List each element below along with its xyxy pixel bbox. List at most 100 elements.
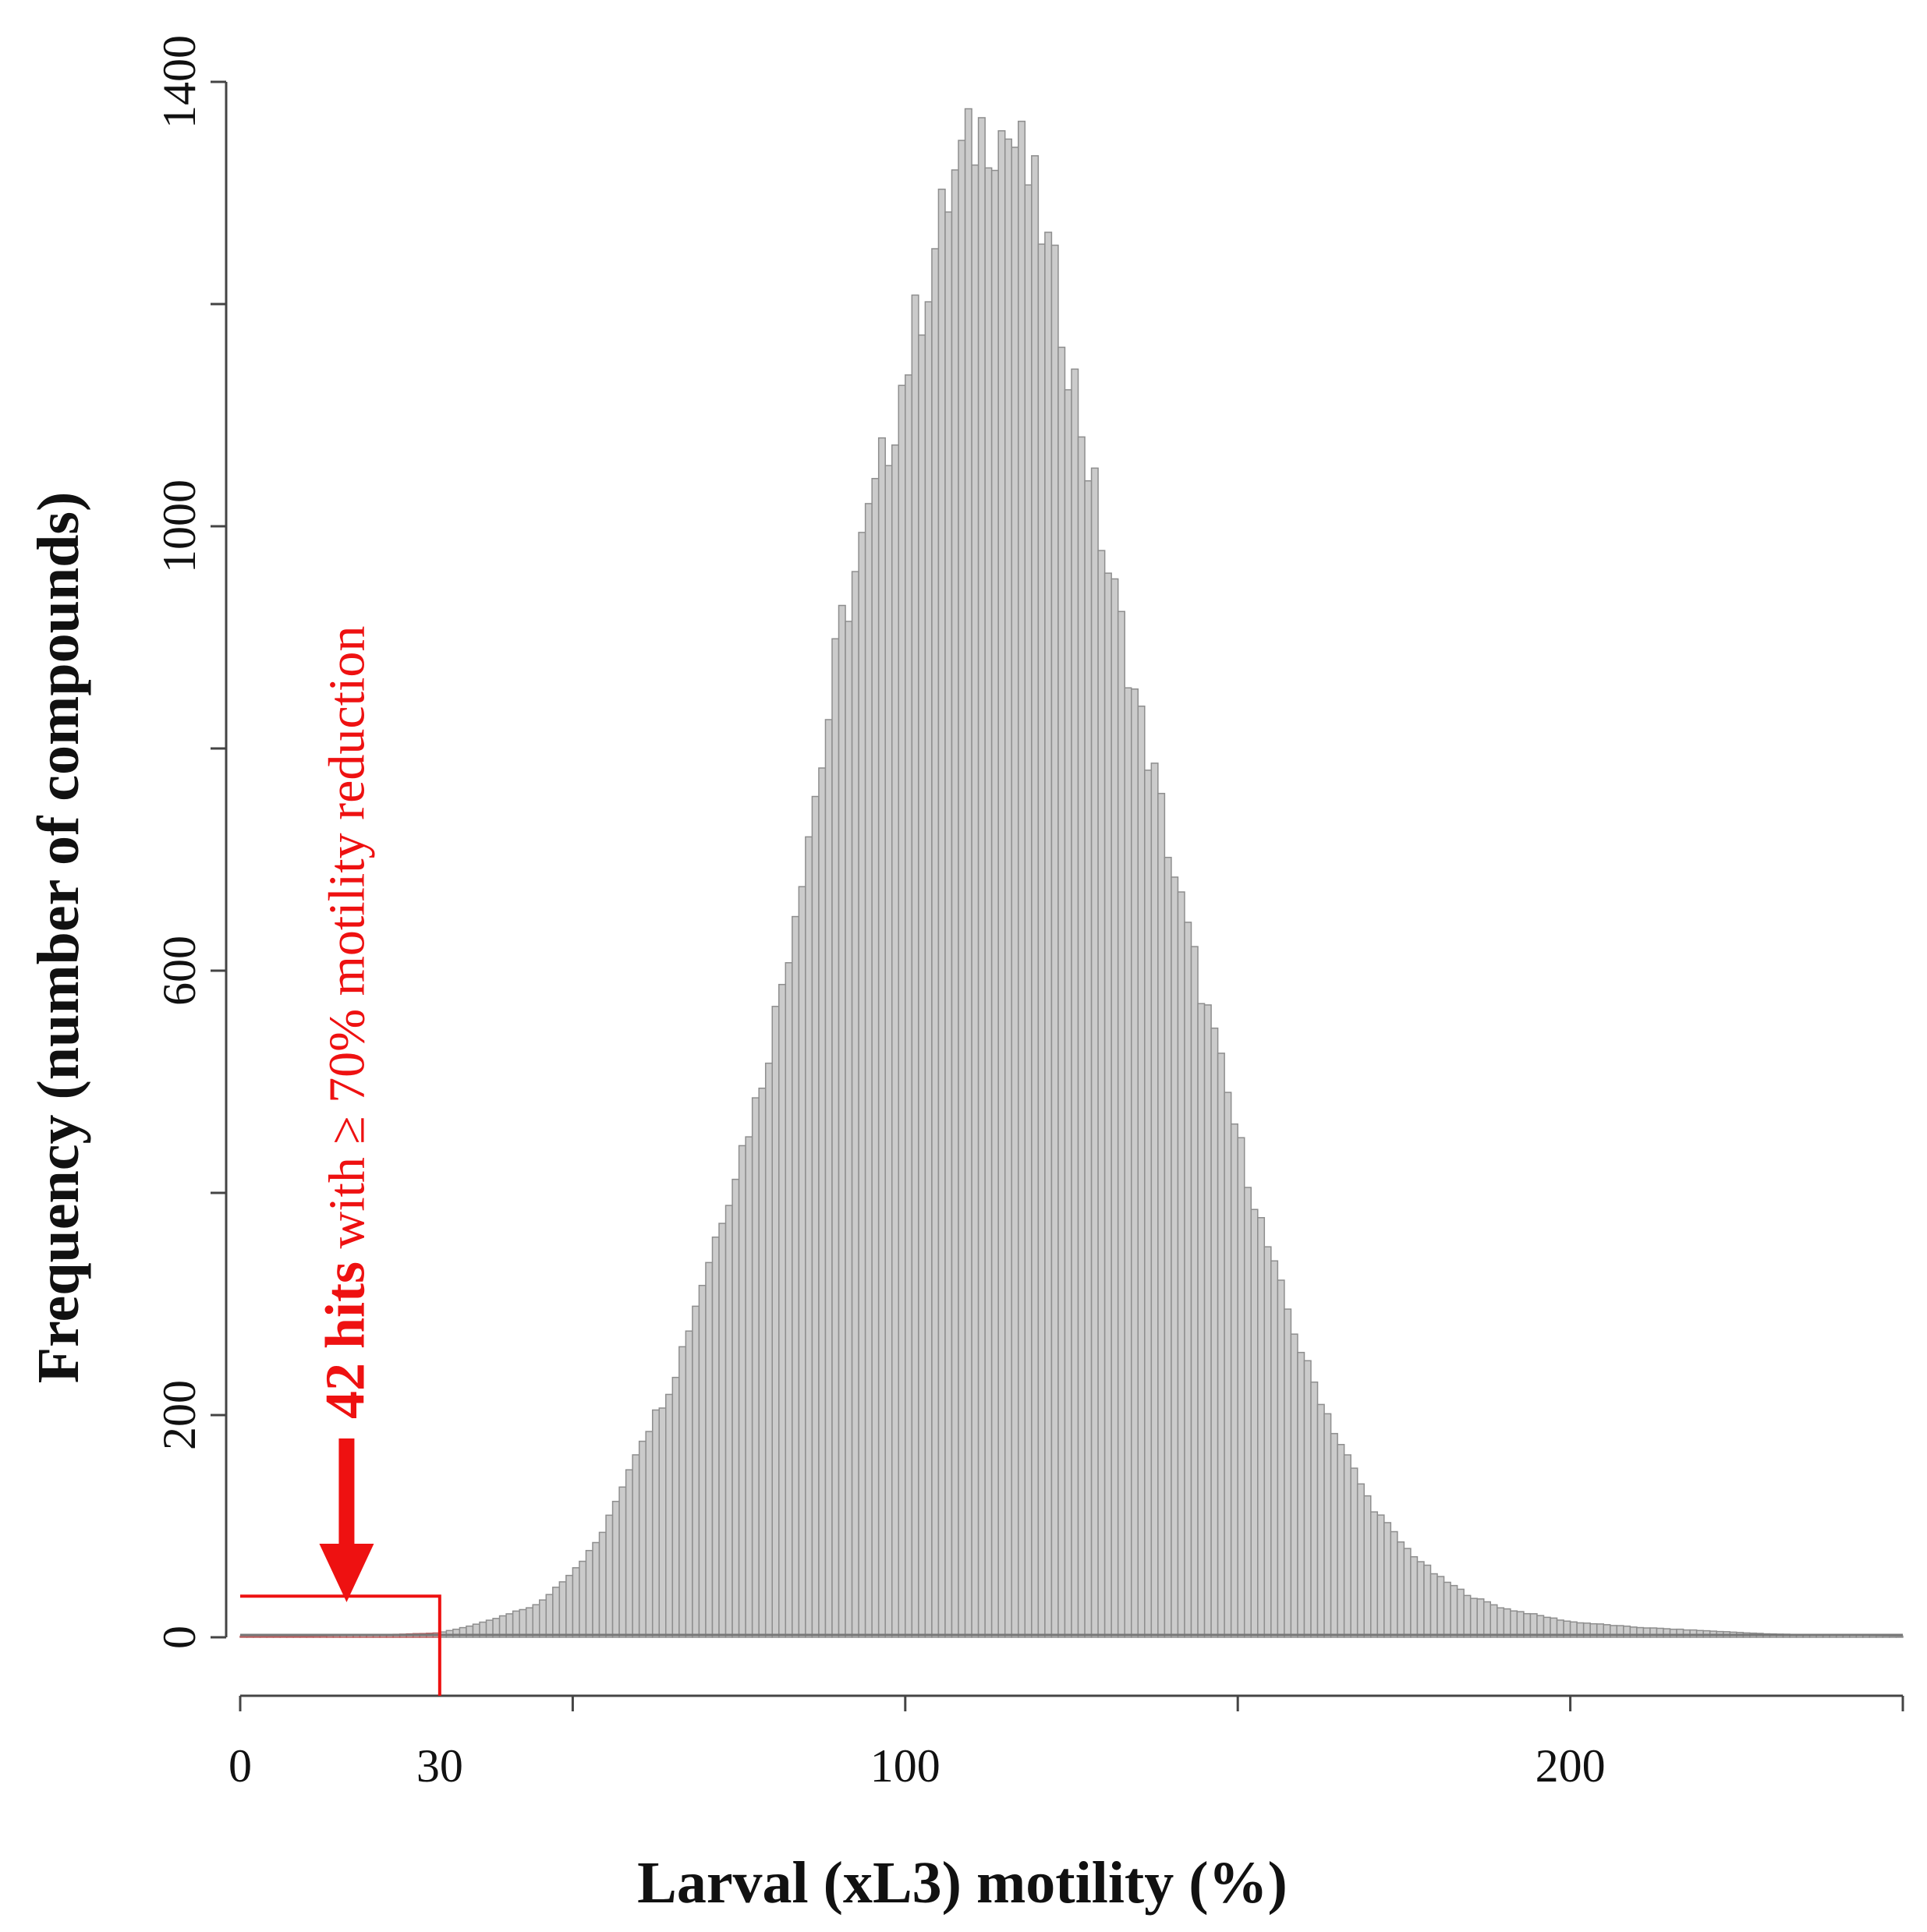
histogram-bin-bar	[1363, 1495, 1372, 1638]
histogram-bin-bar	[678, 1346, 687, 1638]
histogram-bin-bar	[579, 1560, 587, 1638]
histogram-bin-bar	[611, 1500, 620, 1638]
histogram-bin-bar	[1682, 1629, 1691, 1638]
histogram-bin-bar	[778, 983, 787, 1638]
hits-count: 42 hits	[313, 1261, 376, 1419]
histogram-bin-bar	[824, 719, 833, 1638]
histogram-bin-bar	[718, 1223, 727, 1638]
histogram-bin-bar	[1316, 1403, 1325, 1638]
histogram-bin-bar	[1482, 1601, 1492, 1638]
histogram-bin-bar	[1343, 1454, 1351, 1638]
histogram-bin-bar	[891, 444, 900, 1638]
histogram-bin-bar	[1443, 1581, 1451, 1638]
histogram-bin-bar	[592, 1541, 600, 1638]
histogram-bin-bar	[545, 1594, 554, 1638]
x-ticks: 0 30 100 200	[228, 1696, 1904, 1792]
histogram-bin-bar	[1397, 1541, 1405, 1638]
histogram-bin-bar	[1124, 687, 1132, 1638]
y-tick-label: 200	[154, 1380, 205, 1450]
histogram-bin-bar	[1277, 1279, 1285, 1638]
histogram-bin-bar	[1210, 1027, 1219, 1638]
histogram-bin-bar	[658, 1407, 667, 1638]
histogram-bin-bar	[838, 604, 846, 1638]
histogram-bin-bar	[798, 886, 806, 1638]
histogram-bin-bar	[1064, 389, 1072, 1638]
histogram-bin-bar	[858, 532, 866, 1638]
histogram-bin-bar	[1257, 1217, 1266, 1638]
histogram-bin-bar	[1171, 876, 1179, 1638]
histogram-bin-bar	[1383, 1522, 1392, 1638]
hits-description: with ≥ 70% motility reduction	[318, 626, 375, 1261]
histogram-bin-bar	[958, 140, 966, 1638]
histogram-bin-bar	[1523, 1612, 1532, 1638]
histogram-bin-bar	[1137, 705, 1146, 1638]
histogram-bin-bar	[1018, 120, 1026, 1638]
histogram-bin-bar	[705, 1261, 714, 1638]
histogram-bin-bar	[771, 1006, 780, 1638]
histogram-bin-bar	[572, 1567, 580, 1638]
histogram-bin-bar	[1490, 1604, 1498, 1638]
histogram-bin-bar	[1184, 922, 1192, 1638]
histogram-bin-bar	[1503, 1608, 1511, 1638]
histogram-bin-bar	[1337, 1443, 1345, 1638]
histogram-bin-bar	[964, 108, 972, 1638]
histogram-bin-bar	[1469, 1598, 1478, 1638]
histogram-bin-bar	[1237, 1137, 1245, 1638]
histogram-bin-bar	[552, 1587, 561, 1638]
histogram-bin-bar	[997, 130, 1006, 1638]
histogram-bin-bar	[1157, 792, 1166, 1638]
histogram-bin-bar	[911, 294, 919, 1638]
histogram-bin-bar	[1203, 1004, 1212, 1638]
histogram-bin-bar	[671, 1376, 680, 1638]
histogram-bin-bar	[1263, 1246, 1272, 1638]
histogram-bin-bar	[1270, 1260, 1279, 1638]
histogram-bin-bar	[831, 638, 840, 1638]
histogram-bin-bar	[1190, 946, 1199, 1638]
histogram-bin-bar	[519, 1608, 527, 1638]
histogram-bin-bar	[864, 503, 873, 1638]
histogram-bin-bar	[738, 1145, 746, 1638]
histogram-bin-bar	[698, 1284, 707, 1638]
histogram-bin-bar	[1476, 1598, 1485, 1638]
histogram-bin-bar	[539, 1599, 547, 1638]
x-tick-label: 0	[228, 1740, 252, 1792]
histogram-bin-bar	[1416, 1561, 1425, 1638]
histogram-bin-bar	[1497, 1607, 1505, 1638]
histogram-bin-bar	[1403, 1548, 1412, 1638]
histogram-bin-bar	[731, 1178, 740, 1638]
histogram-bin-bar	[785, 962, 793, 1638]
histogram-bin-bar	[1084, 479, 1093, 1638]
histogram-bin-bar	[605, 1514, 614, 1638]
histogram-bin-bar	[711, 1237, 720, 1638]
histogram-bin-bar	[984, 167, 993, 1638]
histogram-bin-bar	[1284, 1308, 1292, 1638]
histogram-bin-bar	[1303, 1360, 1312, 1638]
histogram-bin-bar	[532, 1604, 540, 1638]
histogram-bin-bar	[1150, 763, 1159, 1638]
histogram-bin-bar	[1450, 1584, 1458, 1638]
histogram-bin-bar	[1529, 1613, 1538, 1638]
histogram-bin-bar	[918, 334, 926, 1638]
histogram-bin-bar	[818, 767, 827, 1638]
histogram-bin-bar	[512, 1610, 520, 1638]
histogram-bin-bar	[1356, 1483, 1365, 1638]
histogram-bars	[439, 108, 1904, 1638]
histogram-bin-bar	[1197, 1003, 1206, 1638]
histogram-bin-bar	[1323, 1413, 1332, 1638]
histogram-bin-bar	[851, 571, 859, 1638]
histogram-bin-bar	[944, 211, 953, 1638]
histogram-bin-bar	[692, 1305, 700, 1638]
y-ticks: 0 200 600 1000 1400	[154, 35, 226, 1649]
x-axis-title: Larval (xL3) motility (%)	[637, 1850, 1288, 1916]
histogram-bin-bar	[1310, 1381, 1319, 1638]
histogram-bin-bar	[632, 1454, 640, 1638]
histogram-bin-bar	[751, 1097, 760, 1638]
histogram-bin-bar	[665, 1393, 674, 1638]
histogram-bin-bar	[1097, 550, 1106, 1638]
histogram-bin-bar	[811, 795, 820, 1638]
histogram-bin-bar	[1177, 891, 1185, 1638]
histogram-bin-bar	[724, 1205, 733, 1638]
histogram-bin-bar	[951, 169, 959, 1638]
histogram-bin-bar	[931, 248, 940, 1638]
